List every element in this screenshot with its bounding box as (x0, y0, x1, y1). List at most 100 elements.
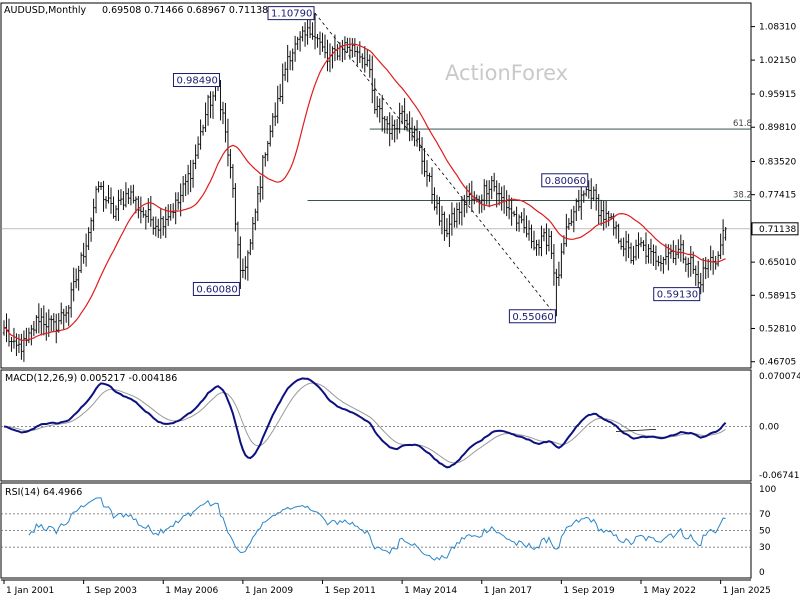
ohlc-bar (99, 182, 103, 191)
ohlc-bar (557, 261, 561, 287)
ohlc-bar (276, 85, 279, 124)
ohlc-bar (176, 192, 180, 210)
ohlc-bar (152, 216, 155, 235)
ohlc-bar (674, 244, 678, 266)
ohlc-bar (714, 255, 717, 270)
ohlc-bar (385, 116, 389, 134)
ohlc-bar (348, 37, 352, 60)
ohlc-bar (463, 194, 466, 218)
ohlc-bar (239, 236, 242, 289)
price-tick-label: 1.08310 (759, 23, 796, 33)
ohlc-bar (639, 237, 643, 248)
ohlc-bar (490, 175, 493, 200)
ohlc-bar (448, 214, 451, 248)
macd-header: MACD(12,26,9) 0.005217 -0.004186 (5, 373, 177, 384)
ohlc-bar (682, 240, 685, 264)
ohlc-bar (72, 267, 75, 302)
ohlc-bar (186, 164, 190, 195)
ohlc-bar (537, 239, 541, 256)
price-axis: 1.08310 1.02150 0.95915 0.89810 0.83520 0.774… (751, 23, 799, 368)
date-tick-label: 1 May 2006 (165, 586, 218, 596)
ohlc-bar (331, 46, 334, 69)
ohlc-bar (234, 183, 237, 232)
ohlc-bar (264, 152, 267, 167)
ohlc-bar (624, 230, 628, 262)
ohlc-bar (637, 232, 640, 259)
ohlc-bar (622, 237, 625, 257)
ohlc-bar (40, 307, 43, 336)
ohlc-bar (343, 36, 347, 60)
rsi-axis: 100 70 50 30 0 (759, 485, 776, 578)
ohlc-bar (361, 53, 364, 69)
ohlc-bar (604, 200, 608, 228)
price-bars (2, 13, 727, 362)
ohlc-bar (65, 305, 68, 323)
ohlc-bar (659, 255, 663, 272)
ohlc-bar (488, 180, 491, 208)
ohlc-bar (321, 32, 324, 52)
moving-average-layer (3, 43, 726, 342)
ohlc-bar (229, 149, 232, 179)
ohlc-bar (458, 202, 461, 225)
ohlc-bar (709, 245, 712, 271)
ohlc-bar (689, 245, 692, 277)
ohlc-bar (440, 205, 444, 235)
ohlc-bar (37, 303, 41, 334)
date-tick-label: 1 Jan 2009 (245, 586, 293, 596)
ohlc-bar (236, 221, 240, 259)
ohlc-bar (296, 36, 299, 50)
ohlc-bar (363, 46, 367, 73)
ohlc-bar (371, 55, 374, 104)
ohlc-bar (555, 268, 558, 317)
ohlc-bar (602, 200, 605, 231)
price-tick-label: 0.83520 (759, 157, 796, 167)
ohlc-bar (20, 333, 23, 360)
ohlc-bar (50, 315, 53, 332)
ohlc-bar (196, 136, 200, 159)
ohlc-bar (249, 238, 252, 256)
ohlc-bar (201, 124, 205, 136)
ohlc-bar (552, 244, 556, 286)
ohlc-bar (599, 199, 603, 226)
ohlc-bar (393, 119, 396, 143)
rsi-tick-label: 100 (759, 485, 776, 495)
price-tick-label: 0.52810 (759, 325, 796, 335)
ohlc-bar (127, 188, 130, 205)
price-annotation-label: 0.98490 (172, 73, 220, 88)
ohlc-bar (390, 115, 394, 140)
ohlc-bar (495, 180, 498, 208)
ohlc-bar (323, 34, 327, 59)
ohlc-bar (224, 102, 227, 143)
ohlc-bar (209, 91, 212, 119)
ohlc-bar (716, 251, 720, 267)
ohlc-bar (298, 31, 302, 52)
price-annotation-label: 0.59130 (653, 287, 701, 302)
ohlc-bar (241, 258, 245, 279)
trendline-layer (314, 12, 557, 317)
ohlc-bar (52, 313, 55, 333)
ohlc-bar (189, 160, 192, 193)
ohlc-bar (169, 203, 172, 221)
price-tick-label: 0.71138 (759, 225, 796, 235)
price-tick-label: 0.46705 (759, 358, 796, 368)
ohlc-bar (122, 191, 125, 211)
svg-text:1.10790: 1.10790 (271, 9, 312, 20)
ohlc-bar (114, 205, 118, 221)
ohlc-bar (575, 198, 578, 222)
ohlc-bar (505, 190, 508, 217)
macd-axis: 0.070074 0.00 -0.067419 (759, 372, 800, 481)
ohlc-bar (77, 265, 80, 291)
date-tick-label: 1 Sep 2019 (563, 586, 615, 596)
ohlc-bar (428, 172, 431, 182)
ohlc-bar (590, 178, 593, 210)
ohlc-bar (353, 38, 357, 57)
ohlc-bar (306, 15, 309, 45)
macd-layer (1, 377, 751, 469)
date-tick-label: 1 Sep 2011 (325, 586, 376, 596)
ohlc-bar (119, 189, 123, 206)
ohlc-bar (313, 13, 317, 50)
rsi-layer (1, 497, 751, 561)
svg-text:0.98490: 0.98490 (176, 76, 217, 87)
